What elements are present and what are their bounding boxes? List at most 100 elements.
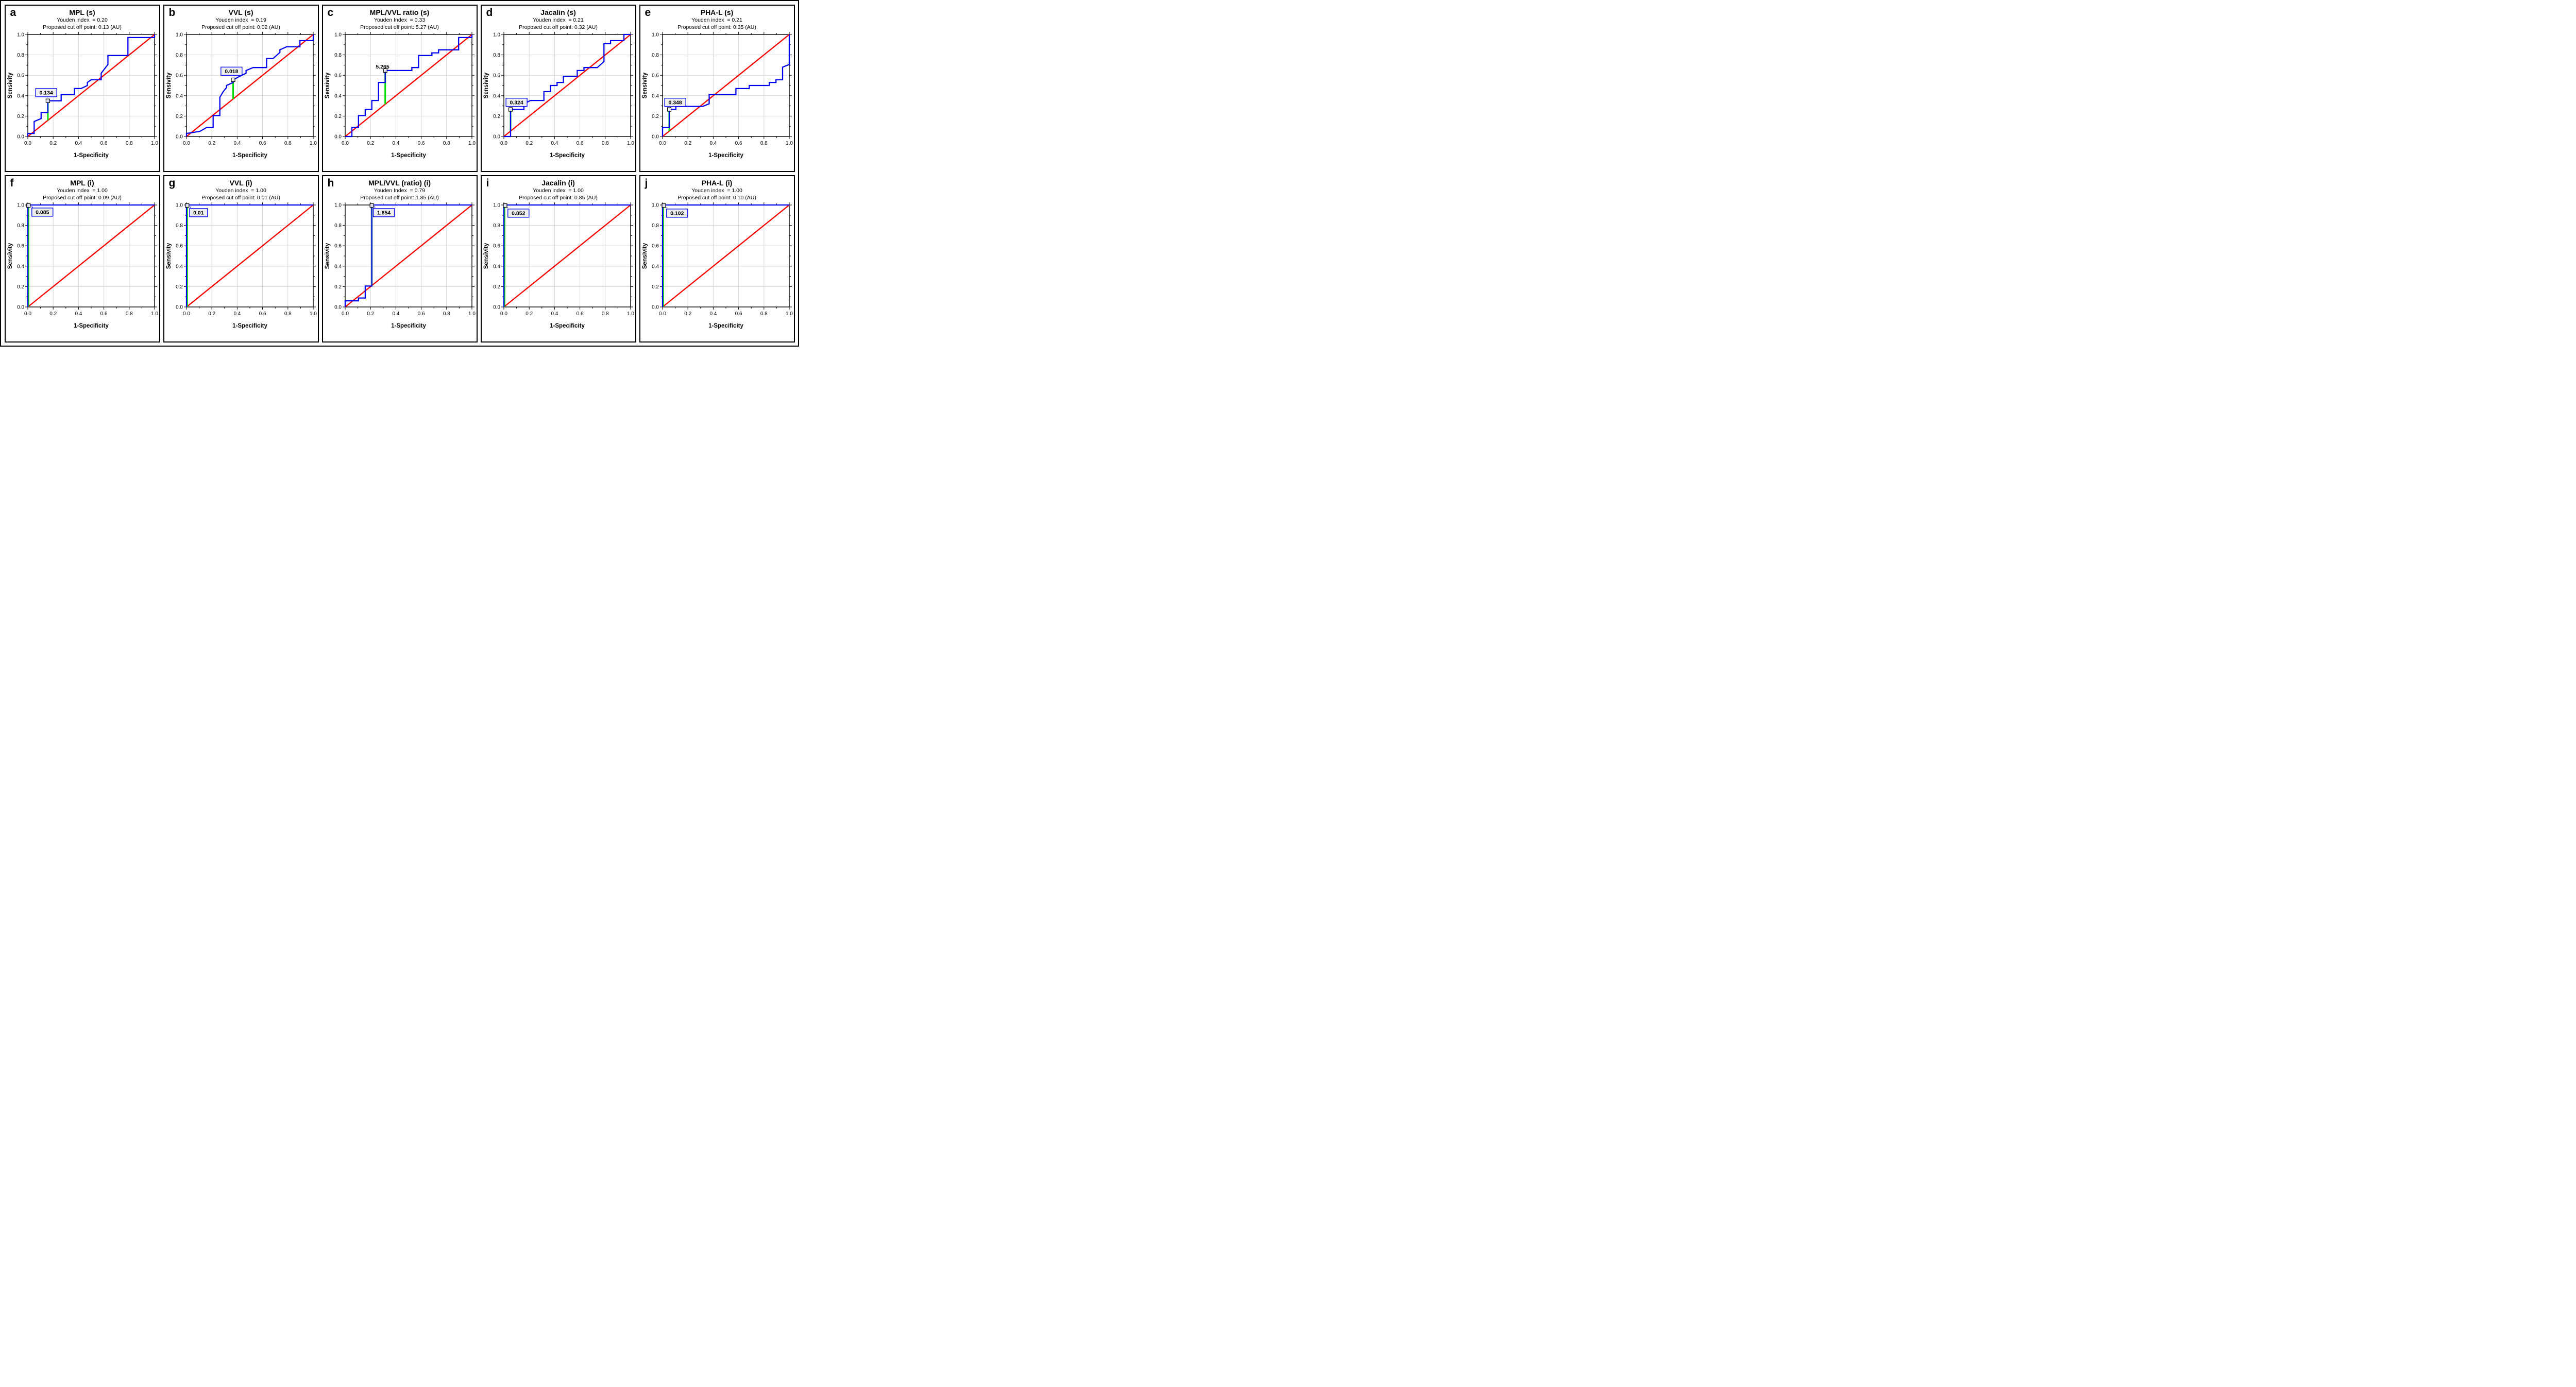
roc-curve-line <box>344 204 472 307</box>
y-tick-label: 0.0 <box>176 304 183 310</box>
x-tick-label: 0.8 <box>125 311 132 317</box>
roc-plot-svg: 0.00.0 0.2 0.2 0.4 0.4 0.6 0.6 0.8 0.8 1.0 1.0 1-Sp… <box>483 202 634 329</box>
panel-letter: f <box>10 177 14 189</box>
y-tick-label: 0.8 <box>176 53 183 58</box>
cutoff-label-value: 5.265 <box>376 64 389 70</box>
reference-diagonal-line <box>503 34 631 137</box>
cutoff-label-value: 0.085 <box>36 209 49 215</box>
roc-curve-line <box>27 34 155 136</box>
y-tick-label: 0.4 <box>176 264 183 269</box>
x-tick-label: 0.2 <box>684 311 691 317</box>
x-tick-label: 0.2 <box>526 141 533 146</box>
reference-diagonal-line <box>185 34 314 137</box>
cutoff-marker <box>383 68 387 73</box>
x-tick-label: 0.2 <box>208 141 215 146</box>
panel-letter: h <box>327 177 334 189</box>
roc-plot-svg: 0.00.0 0.2 0.2 0.4 0.4 0.6 0.6 0.8 0.8 1.0 1.0 1-Sp… <box>325 202 476 329</box>
y-tick-label: 0.6 <box>176 73 183 79</box>
y-tick-label: 0.4 <box>176 93 183 99</box>
y-tick-label: 0.8 <box>334 223 342 229</box>
x-tick-label: 0.4 <box>75 141 82 146</box>
cutoff-point-text: Proposed cut off point: 0.85 (AU) <box>519 194 598 201</box>
y-tick-label: 0.6 <box>334 244 342 249</box>
y-tick-label: 1.0 <box>176 32 183 38</box>
x-tick-label: 0.8 <box>443 311 450 317</box>
y-axis-label: Sensivity <box>7 72 13 98</box>
panel-title: MPL/VVL (ratio) (i) <box>368 178 431 187</box>
panel-title: MPL/VVL ratio (s) <box>369 8 430 16</box>
x-tick-label: 0.0 <box>500 141 507 146</box>
roc-panel: e PHA-L (s) Youden index = 0.21 Proposed cu… <box>639 4 795 172</box>
y-tick-label: 0.0 <box>17 134 24 140</box>
cutoff-label-box <box>220 66 242 76</box>
x-axis-label: 1-Specificity <box>708 152 743 159</box>
x-axis-label: 1-Specificity <box>232 323 267 329</box>
y-axis-label: Sensivity <box>483 72 489 98</box>
y-axis-label: Sensivity <box>642 72 648 98</box>
y-axis-label: Sensivity <box>325 72 331 98</box>
cutoff-point-text: Proposed cut off point: 0.01 (AU) <box>201 194 280 201</box>
roc-panel: c MPL/VVL ratio (s) Youden Index = 0.33 Pro… <box>321 4 478 172</box>
cutoff-point-text: Proposed cut off point: 0.09 (AU) <box>43 194 122 201</box>
y-tick-label: 0.0 <box>334 304 342 310</box>
x-tick-label: 1.0 <box>468 141 476 146</box>
cutoff-label-value: 0.01 <box>193 210 204 216</box>
x-tick-label: 0.2 <box>684 141 691 146</box>
x-tick-label: 0.8 <box>601 311 608 317</box>
y-tick-label: 0.0 <box>493 134 500 140</box>
youden-index-text: Youden index = 1.00 <box>57 187 108 194</box>
cutoff-label-value: 1.854 <box>377 210 390 216</box>
y-tick-label: 0.2 <box>493 114 500 119</box>
x-axis-label: 1-Specificity <box>391 323 426 329</box>
youden-index-text: Youden index = 0.20 <box>57 16 108 23</box>
cutoff-point-text: Proposed cut off point: 0.35 (AU) <box>677 24 756 30</box>
roc-figure-grid: a MPL (s) Youden index = 0.20 Proposed cut … <box>0 0 799 347</box>
x-tick-label: 0.6 <box>259 141 266 146</box>
x-tick-label: 0.6 <box>417 141 425 146</box>
x-tick-label: 0.6 <box>100 311 107 317</box>
y-tick-label: 0.8 <box>176 223 183 229</box>
roc-curve-line <box>662 34 790 136</box>
cutoff-marker <box>667 107 671 112</box>
y-tick-label: 0.0 <box>334 134 342 140</box>
cutoff-label-value: 0.102 <box>670 210 684 216</box>
roc-curve-line <box>185 34 314 136</box>
youden-index-text: Youden index = 1.00 <box>215 187 266 194</box>
panel-title: MPL (i) <box>70 178 94 187</box>
panel-letter: i <box>486 177 489 189</box>
panel-letter: b <box>168 6 176 19</box>
x-tick-label: 0.4 <box>709 141 717 146</box>
cutoff-marker <box>661 203 666 208</box>
cutoff-label-box <box>664 97 686 107</box>
cutoff-marker <box>184 203 189 208</box>
x-tick-label: 1.0 <box>627 311 634 317</box>
roc-panel: i Jacalin (i) Youden index = 1.00 Proposed … <box>480 175 636 343</box>
cutoff-label-box <box>666 209 688 218</box>
y-tick-label: 0.6 <box>652 73 659 79</box>
x-axis-label: 1-Specificity <box>550 323 585 329</box>
youden-index-text: Youden index = 1.00 <box>533 187 584 194</box>
cutoff-marker <box>45 98 50 103</box>
cutoff-label-box <box>505 97 528 107</box>
x-tick-label: 0.4 <box>233 311 241 317</box>
y-tick-label: 0.4 <box>652 264 659 269</box>
x-tick-label: 0.4 <box>392 311 399 317</box>
reference-diagonal-line <box>185 204 314 307</box>
reference-diagonal-line <box>662 34 790 137</box>
y-axis-label: Sensivity <box>325 243 331 269</box>
y-tick-label: 0.8 <box>17 53 24 58</box>
panel-letter: d <box>486 6 493 19</box>
youden-index-text: Youden index = 0.21 <box>533 16 584 23</box>
youden-index-text: Youden index = 1.00 <box>691 187 742 194</box>
youden-index-text: Youden Index = 0.33 <box>374 16 426 23</box>
x-tick-label: 0.0 <box>183 311 190 317</box>
y-tick-label: 0.4 <box>652 93 659 99</box>
x-tick-label: 0.0 <box>659 141 666 146</box>
y-tick-label: 1.0 <box>17 202 24 208</box>
x-tick-label: 0.8 <box>284 141 291 146</box>
cutoff-label-box <box>372 208 395 217</box>
y-axis-label: Sensivity <box>166 72 172 98</box>
x-tick-label: 1.0 <box>310 141 317 146</box>
panel-title: VVL (i) <box>229 178 252 187</box>
cutoff-point-text: Proposed cut off point: 1.85 (AU) <box>360 194 439 201</box>
